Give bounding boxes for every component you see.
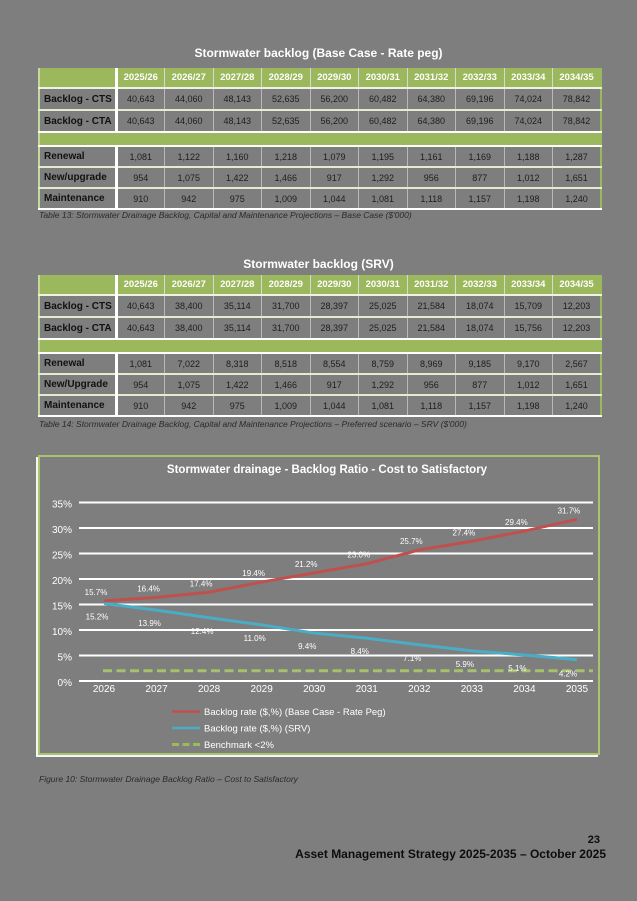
svg-text:2033: 2033	[461, 684, 484, 695]
svg-text:Backlog rate ($,%) (Base Case: Backlog rate ($,%) (Base Case - Rate Peg…	[204, 707, 386, 718]
svg-text:7.1%: 7.1%	[403, 654, 421, 663]
svg-text:2029: 2029	[251, 684, 274, 695]
svg-text:2032: 2032	[408, 684, 431, 695]
svg-text:5.9%: 5.9%	[456, 660, 474, 669]
svg-text:Backlog rate ($,%) (SRV): Backlog rate ($,%) (SRV)	[204, 724, 310, 735]
svg-text:2028: 2028	[198, 684, 221, 695]
svg-text:25%: 25%	[52, 551, 72, 562]
svg-text:13.9%: 13.9%	[138, 619, 161, 628]
svg-text:5%: 5%	[58, 653, 73, 664]
svg-text:19.4%: 19.4%	[242, 569, 265, 578]
svg-text:15.7%: 15.7%	[85, 588, 108, 597]
svg-text:4.2%: 4.2%	[559, 670, 577, 679]
svg-text:17.4%: 17.4%	[190, 579, 213, 588]
svg-text:11.0%: 11.0%	[244, 634, 266, 643]
svg-text:0%: 0%	[58, 678, 73, 689]
svg-text:2031: 2031	[356, 684, 379, 695]
svg-text:2034: 2034	[513, 684, 536, 695]
svg-text:2030: 2030	[303, 684, 326, 695]
svg-text:9.4%: 9.4%	[298, 642, 316, 651]
svg-text:35%: 35%	[52, 500, 72, 511]
svg-text:31.7%: 31.7%	[558, 506, 581, 515]
svg-text:2026: 2026	[93, 684, 116, 695]
svg-text:10%: 10%	[52, 627, 72, 638]
svg-text:12.4%: 12.4%	[191, 627, 214, 636]
svg-text:15.2%: 15.2%	[86, 612, 109, 621]
svg-text:20%: 20%	[52, 576, 72, 587]
svg-text:21.2%: 21.2%	[295, 560, 318, 569]
svg-text:5.1%: 5.1%	[508, 664, 526, 673]
svg-text:29.4%: 29.4%	[505, 518, 528, 527]
svg-text:2035: 2035	[566, 684, 589, 695]
svg-text:25.7%: 25.7%	[400, 537, 423, 546]
svg-text:8.4%: 8.4%	[351, 647, 369, 656]
svg-text:15%: 15%	[52, 602, 72, 613]
svg-text:16.4%: 16.4%	[137, 584, 160, 593]
svg-text:27.4%: 27.4%	[453, 528, 476, 537]
svg-text:2027: 2027	[145, 684, 168, 695]
svg-text:Benchmark <2%: Benchmark <2%	[204, 740, 275, 751]
svg-text:23.0%: 23.0%	[347, 551, 370, 560]
svg-text:30%: 30%	[52, 525, 72, 536]
